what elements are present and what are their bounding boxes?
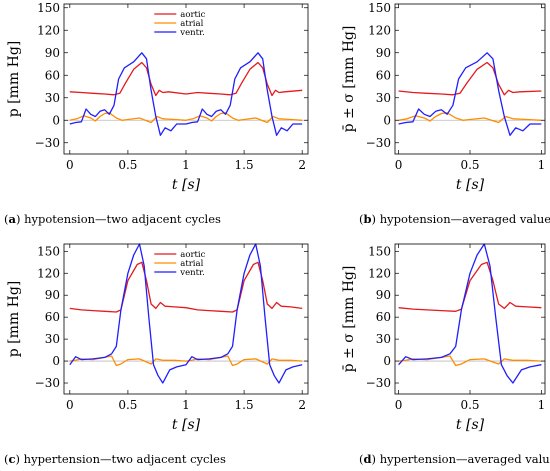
series-line-atrial: [69, 112, 303, 124]
x-tick-label: 1.5: [235, 158, 254, 172]
x-axis-label: t [s]: [456, 177, 485, 193]
y-tick-label: 120: [37, 266, 60, 280]
y-tick-label: 30: [45, 332, 60, 346]
series-line-atrial: [69, 355, 303, 367]
x-tick-label: 0: [66, 158, 74, 172]
legend-label-aortic: aortic: [180, 10, 205, 20]
y-tick-label: 30: [376, 91, 391, 105]
y-tick-label: 120: [368, 23, 391, 37]
y-axis-label: p [mm Hg]: [6, 41, 22, 118]
y-tick-label: 150: [368, 244, 391, 258]
y-tick-label: 150: [368, 1, 391, 15]
legend-label-ventr: ventr.: [179, 268, 205, 278]
caption-a: (a) hypotension—two adjacent cycles: [4, 212, 221, 226]
y-tick-label: −30: [366, 136, 391, 150]
y-tick-label: 30: [45, 91, 60, 105]
x-tick-label: 1.5: [235, 398, 254, 412]
y-tick-label: 150: [37, 1, 60, 15]
chart-panel-c: −30 0 30 60 90 120 150 0 0.5 1 1.5 2 t [s] p [mm Hg] a…: [6, 243, 309, 433]
chart-panel-d: −30 0 30 60 90 120 150 0 0.5 1 t [s] p̄ ± σ [mm Hg]: [341, 243, 546, 433]
x-axis-label: t [s]: [456, 417, 485, 433]
x-axis-label: t [s]: [172, 177, 201, 193]
chart-panel-b: −30 0 30 60 90 120 150 0 0.5 1 t [s] p̄ ± σ [mm Hg]: [341, 1, 546, 193]
y-tick-label: 150: [37, 244, 60, 258]
y-tick-label: −30: [35, 136, 60, 150]
x-tick-label: 2: [298, 158, 306, 172]
caption-d: (d) hypertension—averaged values: [359, 452, 550, 466]
legend-label-atrial: atrial: [180, 19, 203, 29]
y-tick-label: 90: [45, 288, 60, 302]
series-line-aortic: [398, 261, 542, 312]
y-tick-label: 0: [52, 354, 60, 368]
x-tick-label: 0: [66, 398, 74, 412]
caption-b: (b) hypotension—averaged values: [359, 212, 550, 226]
y-tick-label: 60: [376, 310, 391, 324]
legend-label-atrial: atrial: [180, 259, 203, 269]
series-line-ventr: [69, 52, 303, 136]
y-tick-label: 0: [52, 113, 60, 127]
x-tick-label: 0: [395, 398, 403, 412]
y-tick-label: 30: [376, 332, 391, 346]
x-tick-label: 0.5: [460, 158, 479, 172]
y-tick-label: 90: [376, 288, 391, 302]
chart-panel-a: −30 0 30 60 90 120 150 0 0.5 1 1.5 2 t [s] p [mm Hg] a…: [6, 1, 309, 193]
x-tick-label: 2: [298, 398, 306, 412]
y-axis-label: p̄ ± σ [mm Hg]: [341, 266, 357, 373]
x-tick-label: 0: [395, 158, 403, 172]
y-tick-label: 0: [383, 354, 391, 368]
series-line-ventr: [398, 52, 542, 136]
y-axis-label: p [mm Hg]: [6, 281, 22, 358]
legend-label-ventr: ventr.: [179, 28, 205, 38]
y-tick-label: 60: [45, 310, 60, 324]
x-tick-label: 1: [538, 398, 546, 412]
y-tick-label: 60: [376, 68, 391, 82]
y-tick-label: 120: [368, 266, 391, 280]
x-axis-label: t [s]: [172, 417, 201, 433]
x-tick-label: 0.5: [118, 158, 137, 172]
x-tick-label: 1: [538, 158, 546, 172]
y-tick-label: 0: [383, 113, 391, 127]
series-line-atrial: [398, 112, 542, 124]
y-tick-label: −30: [366, 376, 391, 390]
x-tick-label: 1: [182, 398, 190, 412]
series-line-ventr: [69, 243, 303, 384]
y-tick-label: 120: [37, 23, 60, 37]
y-tick-label: 90: [45, 46, 60, 60]
y-tick-label: 90: [376, 46, 391, 60]
y-tick-label: 60: [45, 68, 60, 82]
legend-label-aortic: aortic: [180, 250, 205, 260]
y-tick-label: −30: [35, 376, 60, 390]
series-line-aortic: [398, 61, 542, 96]
y-axis-label: p̄ ± σ [mm Hg]: [341, 26, 357, 133]
plot-frame: [394, 243, 546, 395]
series-line-ventr: [398, 243, 542, 384]
x-tick-label: 0.5: [460, 398, 479, 412]
series-line-aortic: [69, 61, 303, 97]
x-tick-label: 0.5: [118, 398, 137, 412]
x-tick-label: 1: [182, 158, 190, 172]
caption-c: (c) hypertension—two adjacent cycles: [4, 452, 226, 466]
